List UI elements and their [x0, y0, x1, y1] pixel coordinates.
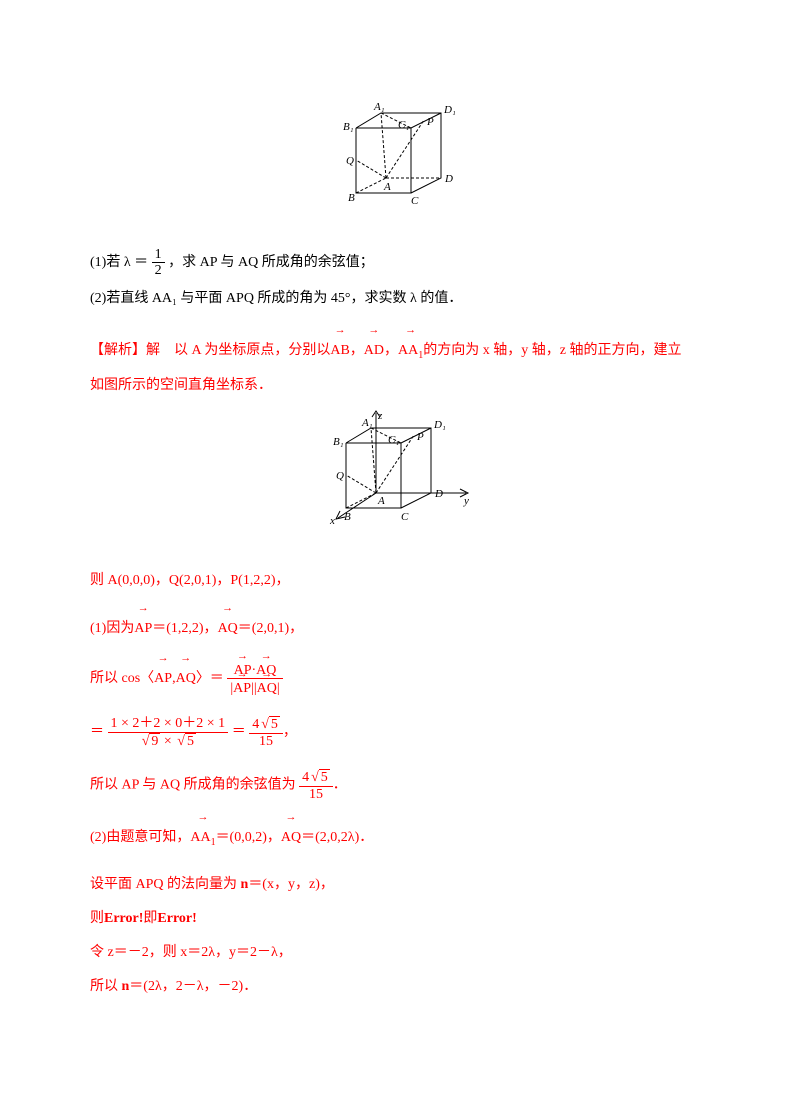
cube-figure-1: A₁ D₁ B₁ C₁ P Q A D B C [90, 98, 702, 229]
vec-AQ: AQ [218, 613, 238, 643]
svg-text:z: z [377, 410, 383, 422]
label-C1: C₁ [398, 119, 409, 131]
question-2: (2)若直线 AA₁ 与平面 APQ 所成的角为 45°，求实数 λ 的值． [90, 285, 702, 313]
label-A: A [383, 181, 391, 193]
part1-result: 所以 AP 与 AQ 所成角的余弦值为 4√5 15 ． [90, 769, 702, 802]
vec-AA1: AA1 [398, 335, 423, 366]
cosine-fraction: AP·AQ |AP||AQ| [227, 661, 282, 697]
vec-AA1-2: AA1 [190, 822, 215, 853]
result-fraction: 4√5 15 [299, 769, 333, 802]
solution-heading-line2: 如图所示的空间直角坐标系． [90, 372, 702, 400]
part2-vectors: (2)由题意可知，AA1＝(0,0,2)，AQ＝(2,0,2λ)． [90, 822, 702, 853]
svg-text:Q: Q [336, 470, 344, 482]
coords-line: 则 A(0,0,0)，Q(2,0,1)，P(1,2,2)， [90, 567, 702, 595]
svg-text:B: B [344, 511, 351, 523]
let-line: 令 z＝－2，则 x＝2λ，y＝2－λ， [90, 939, 702, 967]
error-line: 则Error!即Error! [90, 905, 702, 933]
cosine-calculation: ＝ 1 × 2＋2 × 0＋2 × 1 √9 × √5 ＝ 4√5 15 ， [90, 716, 702, 749]
cube-figure-2: z y x A₁ D₁ B₁ C₁ P Q A D B C [90, 408, 702, 549]
label-B: B [348, 192, 355, 204]
label-B1: B₁ [343, 121, 354, 133]
label-C: C [411, 195, 419, 207]
svg-text:D₁: D₁ [433, 419, 446, 431]
svg-text:x: x [329, 515, 335, 527]
solution-heading-line1: 【解析】解 以 A 为坐标原点，分别以AB，AD，AA1的方向为 x 轴，y 轴… [90, 335, 702, 366]
vec-AB: AB [330, 335, 349, 365]
svg-text:P: P [416, 431, 424, 443]
svg-text:y: y [463, 495, 469, 507]
q1-suffix: ，求 AP 与 AQ 所成角的余弦值； [168, 255, 374, 270]
final-normal: 所以 n＝(2λ，2－λ，－2)． [90, 973, 702, 1001]
calc-fraction-2: 4√5 15 [249, 716, 283, 749]
label-D1: D₁ [443, 104, 456, 116]
normal-vector-line: 设平面 APQ 的法向量为 n＝(x，y，z)， [90, 871, 702, 899]
calc-fraction-1: 1 × 2＋2 × 0＋2 × 1 √9 × √5 [108, 716, 229, 749]
svg-text:C₁: C₁ [388, 434, 399, 446]
cosine-formula: 所以 cos〈AP,AQ〉＝ AP·AQ |AP||AQ| [90, 661, 702, 697]
svg-text:A: A [377, 495, 385, 507]
svg-text:D: D [434, 488, 443, 500]
vec-AP: AP [134, 613, 152, 643]
label-A1: A₁ [373, 101, 385, 113]
vec-AQ-2: AQ [281, 822, 301, 852]
label-P: P [426, 116, 434, 128]
svg-text:B₁: B₁ [333, 436, 344, 448]
label-D: D [444, 173, 453, 185]
part1-vectors: (1)因为AP＝(1,2,2)，AQ＝(2,0,1)， [90, 613, 702, 643]
label-Q: Q [346, 155, 354, 167]
sol-label: 【解析】解 [90, 343, 160, 358]
document-page: { "text_color_main": "#000000", "text_co… [0, 0, 792, 1120]
vec-AD: AD [364, 335, 384, 365]
q1-prefix: (1)若 λ ＝ [90, 255, 148, 270]
svg-text:C: C [401, 511, 409, 523]
fraction-half: 1 2 [152, 247, 165, 279]
svg-text:A₁: A₁ [361, 417, 373, 429]
question-1: (1)若 λ ＝ 1 2 ，求 AP 与 AQ 所成角的余弦值； [90, 247, 702, 279]
